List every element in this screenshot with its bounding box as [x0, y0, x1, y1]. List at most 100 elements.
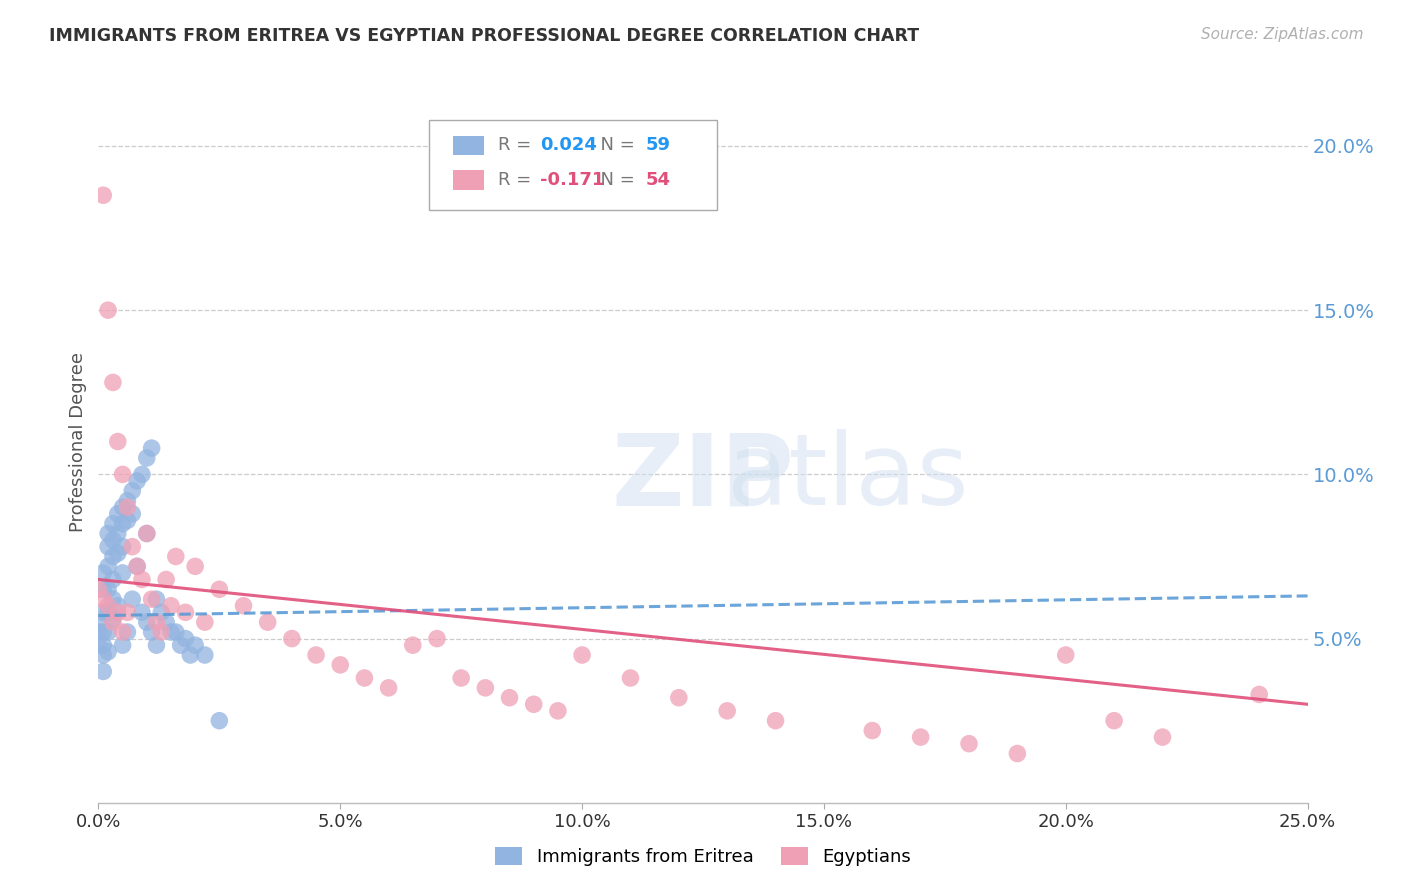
Point: [169, 638, 191, 652]
Point: [165, 625, 187, 640]
Point: [91, 625, 114, 640]
Point: [1007, 747, 1029, 761]
Text: N =: N =: [589, 136, 641, 154]
Point: [111, 625, 134, 640]
Point: [377, 681, 399, 695]
Point: [111, 516, 134, 531]
Point: [101, 592, 124, 607]
Text: R =: R =: [498, 171, 537, 189]
Point: [97, 625, 120, 640]
Point: [117, 625, 139, 640]
Point: [135, 526, 157, 541]
Point: [117, 605, 139, 619]
Point: [131, 605, 153, 619]
Point: [256, 615, 278, 630]
Point: [107, 434, 129, 449]
Point: [107, 526, 129, 541]
Point: [194, 648, 217, 662]
Point: [101, 612, 124, 626]
Point: [101, 533, 124, 547]
Point: [107, 546, 129, 560]
Point: [131, 467, 153, 482]
Point: [141, 625, 163, 640]
Point: [127, 559, 149, 574]
Point: [131, 573, 153, 587]
Point: [91, 566, 114, 580]
Point: [1102, 714, 1125, 728]
Point: [111, 500, 134, 515]
Point: [87, 582, 110, 597]
Point: [145, 615, 167, 630]
Point: [1054, 648, 1077, 662]
Point: [150, 605, 173, 619]
Text: atlas: atlas: [727, 429, 969, 526]
Point: [402, 638, 425, 652]
Point: [87, 615, 110, 630]
Point: [97, 599, 120, 613]
Point: [353, 671, 375, 685]
Point: [111, 467, 134, 482]
Point: [91, 665, 114, 679]
Point: [150, 625, 173, 640]
Point: [174, 605, 197, 619]
Point: [860, 723, 883, 738]
Text: IMMIGRANTS FROM ERITREA VS EGYPTIAN PROFESSIONAL DEGREE CORRELATION CHART: IMMIGRANTS FROM ERITREA VS EGYPTIAN PROF…: [49, 27, 920, 45]
Point: [716, 704, 738, 718]
Point: [165, 549, 187, 564]
Point: [101, 516, 124, 531]
Point: [155, 573, 177, 587]
Point: [547, 704, 569, 718]
Point: [117, 513, 139, 527]
Point: [91, 582, 114, 597]
Point: [107, 605, 129, 619]
Point: [141, 441, 163, 455]
Point: [232, 599, 254, 613]
Text: 54: 54: [645, 171, 671, 189]
Point: [135, 615, 157, 630]
Text: 0.024: 0.024: [540, 136, 596, 154]
Point: [87, 638, 110, 652]
Point: [97, 303, 120, 318]
Text: ZIP: ZIP: [612, 429, 794, 526]
Point: [107, 599, 129, 613]
Point: [121, 592, 143, 607]
Point: [97, 559, 120, 574]
Point: [91, 188, 114, 202]
Point: [329, 657, 352, 672]
Text: 59: 59: [645, 136, 671, 154]
Point: [184, 559, 207, 574]
Point: [91, 638, 114, 652]
Point: [668, 690, 690, 705]
Point: [101, 376, 124, 390]
Point: [107, 507, 129, 521]
Point: [523, 698, 546, 712]
Point: [101, 615, 124, 630]
Point: [121, 507, 143, 521]
Point: [155, 615, 177, 630]
Point: [91, 592, 114, 607]
Point: [619, 671, 641, 685]
Point: [174, 632, 197, 646]
Point: [910, 730, 932, 744]
Point: [141, 592, 163, 607]
Point: [957, 737, 980, 751]
Point: [208, 582, 231, 597]
Point: [91, 605, 114, 619]
Point: [117, 500, 139, 515]
Text: -0.171: -0.171: [540, 171, 605, 189]
Point: [1249, 687, 1271, 701]
Point: [91, 648, 114, 662]
Point: [97, 526, 120, 541]
Point: [127, 559, 149, 574]
Point: [127, 474, 149, 488]
Point: [426, 632, 449, 646]
Point: [111, 540, 134, 554]
Point: [145, 592, 167, 607]
Point: [97, 540, 120, 554]
Point: [121, 540, 143, 554]
Point: [97, 645, 120, 659]
Y-axis label: Professional Degree: Professional Degree: [69, 351, 87, 532]
Point: [111, 566, 134, 580]
Point: [474, 681, 496, 695]
Point: [179, 648, 201, 662]
